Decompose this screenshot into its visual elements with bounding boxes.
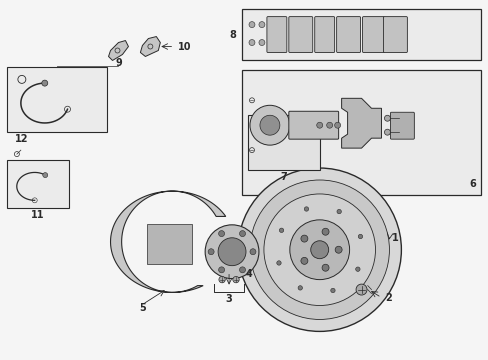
Polygon shape [341,98,381,148]
Circle shape [260,115,279,135]
Circle shape [322,264,328,271]
Circle shape [384,115,389,121]
Circle shape [334,246,342,253]
Circle shape [248,22,254,28]
FancyBboxPatch shape [7,67,106,132]
Circle shape [336,210,341,214]
Circle shape [219,276,225,283]
Circle shape [322,228,328,235]
FancyBboxPatch shape [362,17,384,53]
Circle shape [316,122,322,128]
Circle shape [218,267,224,273]
Text: 10: 10 [178,41,191,51]
Circle shape [358,234,362,239]
Text: 6: 6 [468,179,475,189]
Circle shape [289,220,349,280]
Circle shape [208,249,214,255]
FancyBboxPatch shape [383,17,407,53]
Text: 7: 7 [280,172,286,182]
Circle shape [300,235,307,242]
Circle shape [218,231,224,237]
Circle shape [326,122,332,128]
Polygon shape [110,191,225,292]
Text: 12: 12 [15,134,28,144]
Text: 11: 11 [31,210,44,220]
Circle shape [384,129,389,135]
Text: 2: 2 [385,293,391,302]
Text: 5: 5 [139,303,145,314]
Polygon shape [140,37,160,57]
FancyBboxPatch shape [242,9,480,60]
FancyBboxPatch shape [389,112,413,139]
Circle shape [205,225,259,279]
Circle shape [304,207,308,211]
FancyBboxPatch shape [288,17,312,53]
FancyBboxPatch shape [314,17,334,53]
Circle shape [249,105,289,145]
Circle shape [238,168,401,332]
Circle shape [334,122,340,128]
Circle shape [259,22,264,28]
Circle shape [355,267,359,271]
Circle shape [259,40,264,45]
Circle shape [249,180,388,319]
FancyBboxPatch shape [247,115,319,170]
Polygon shape [108,41,128,60]
Text: 3: 3 [225,293,232,303]
Circle shape [264,194,375,306]
Circle shape [355,284,366,295]
Circle shape [232,276,239,283]
Circle shape [42,172,48,177]
Circle shape [218,238,245,266]
FancyBboxPatch shape [266,17,286,53]
Circle shape [276,261,281,265]
Circle shape [41,80,48,86]
Text: 1: 1 [392,233,398,243]
Circle shape [249,249,255,255]
Text: 8: 8 [229,30,236,40]
Circle shape [330,288,334,293]
FancyBboxPatch shape [288,111,338,139]
FancyBboxPatch shape [242,71,480,195]
Circle shape [239,231,245,237]
Circle shape [248,40,254,45]
Circle shape [279,228,283,233]
Text: 4: 4 [245,269,252,279]
Polygon shape [147,224,192,264]
Circle shape [298,286,302,290]
FancyBboxPatch shape [336,17,360,53]
FancyBboxPatch shape [7,160,68,208]
Circle shape [310,241,328,259]
Circle shape [239,267,245,273]
Text: 9: 9 [115,58,122,68]
Circle shape [300,257,307,264]
